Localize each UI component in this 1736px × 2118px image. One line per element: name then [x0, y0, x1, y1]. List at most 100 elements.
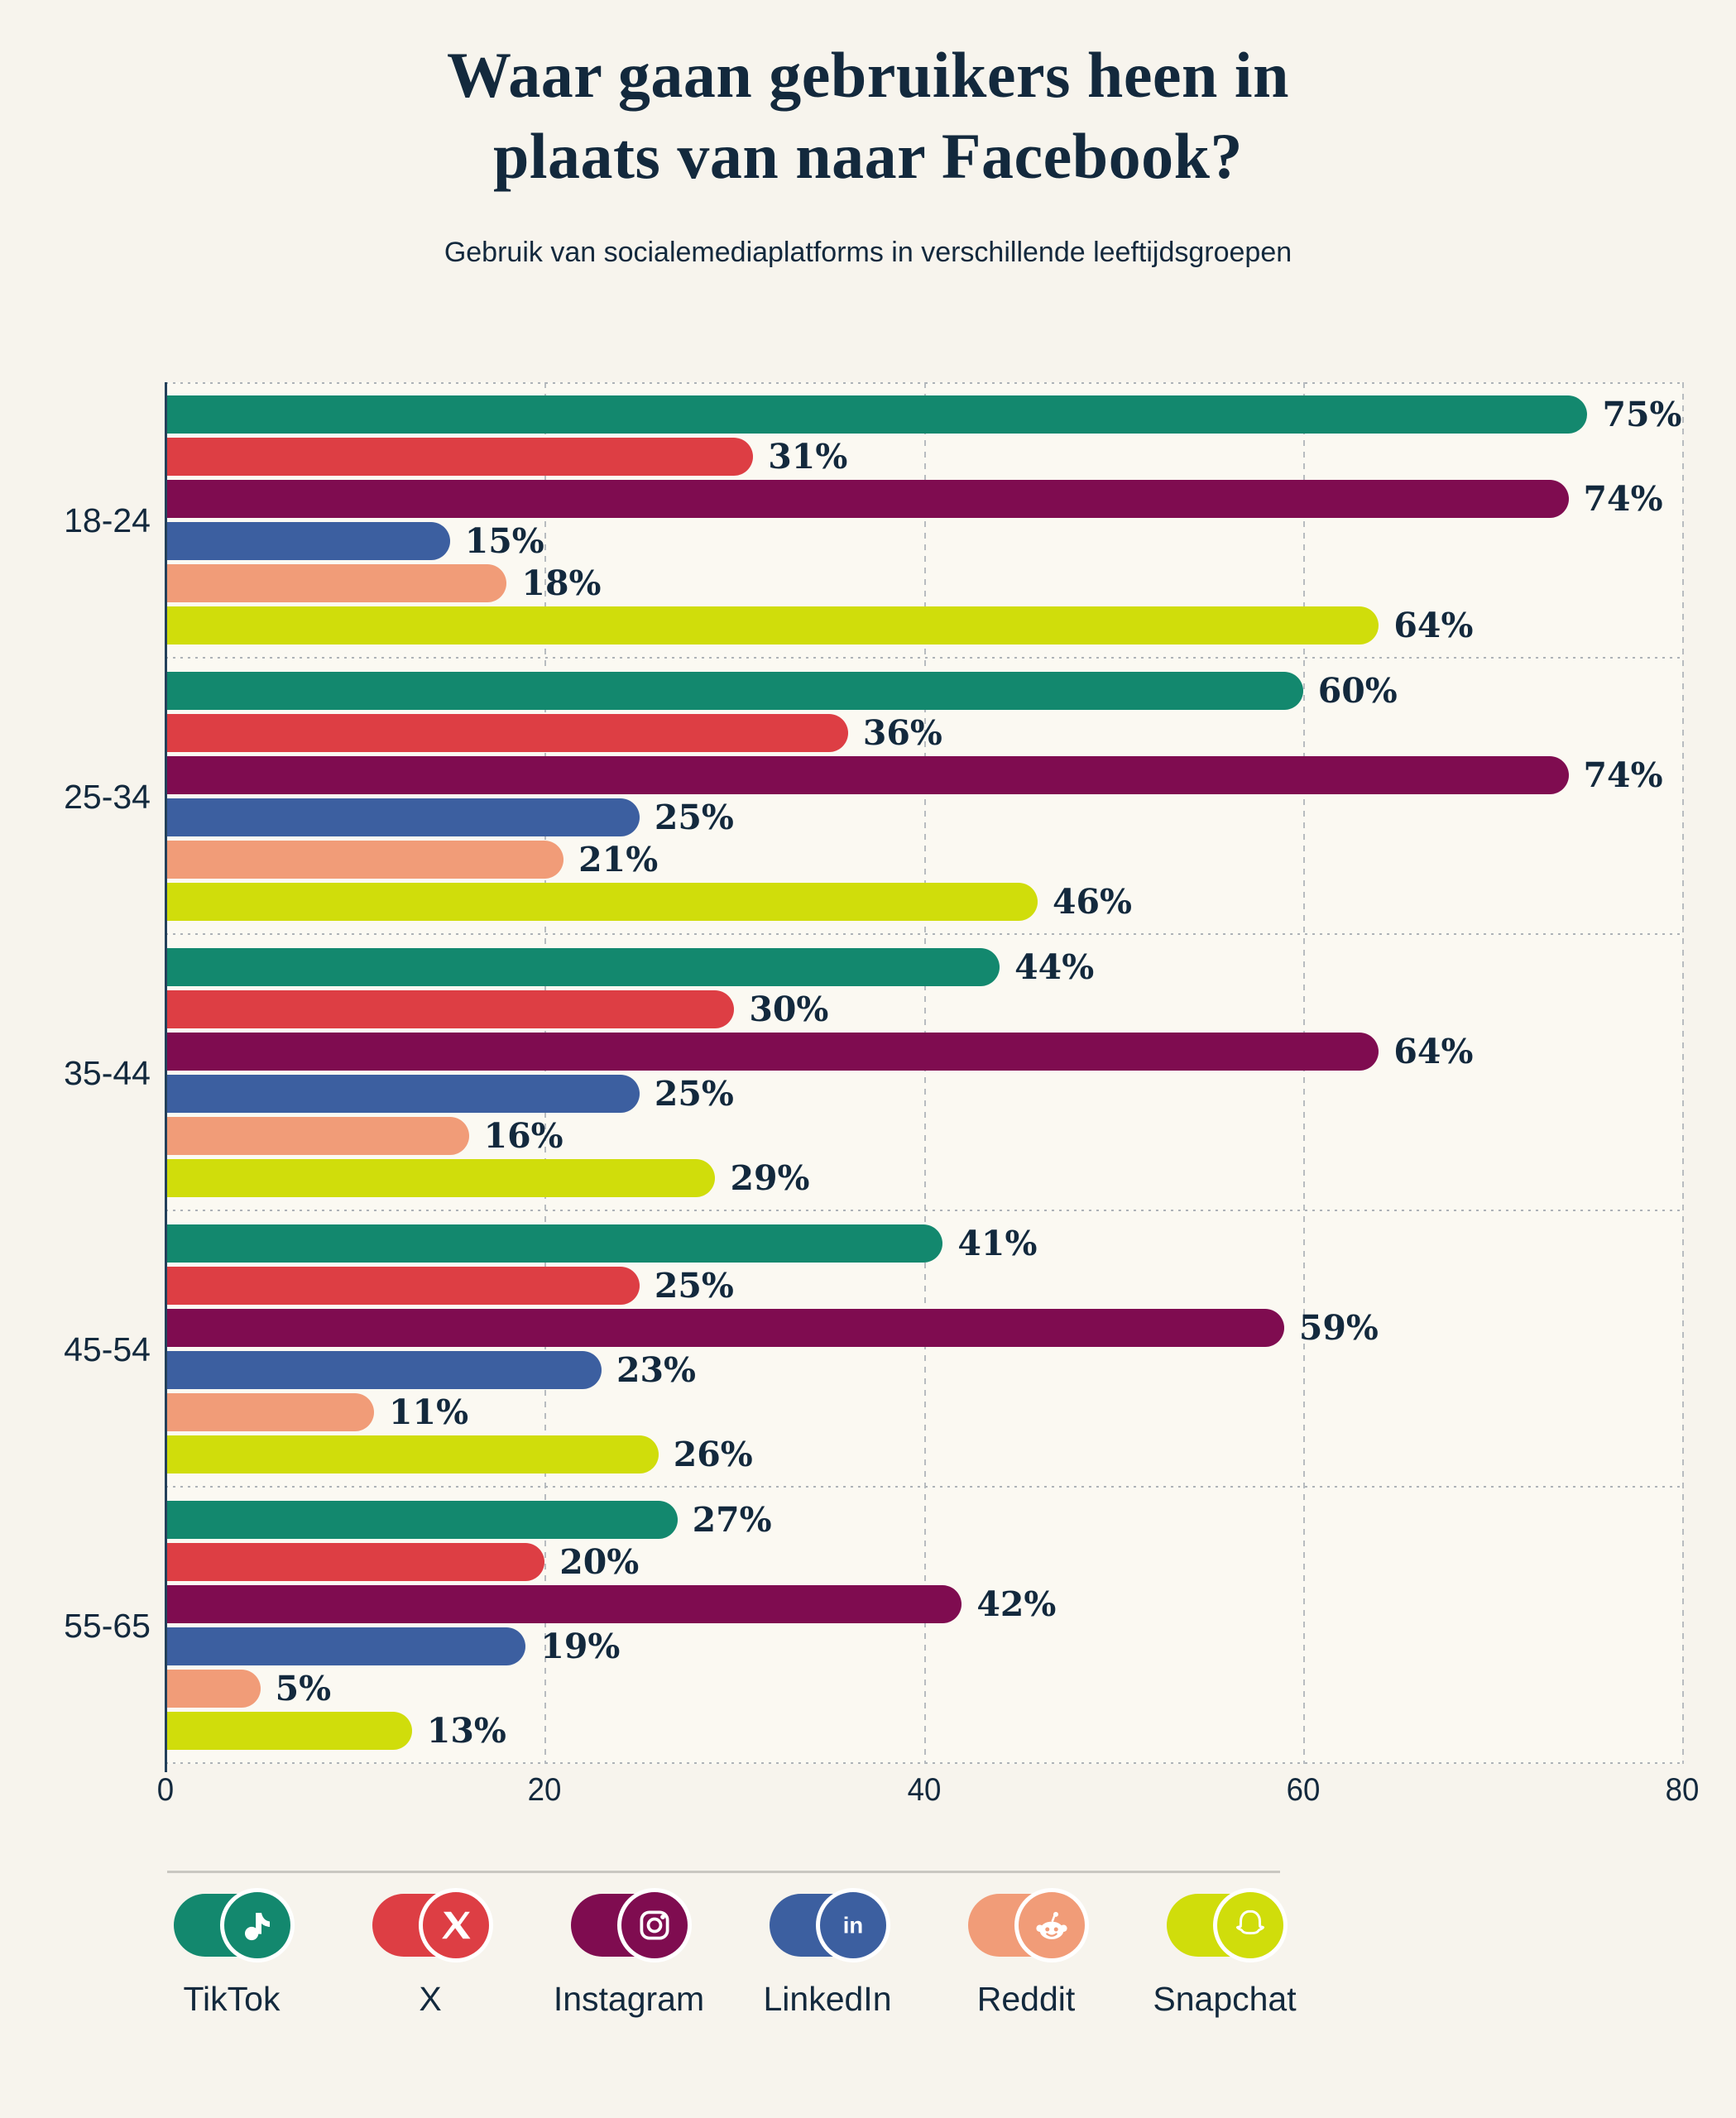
chart-subtitle: Gebruik van socialemediaplatforms in ver… — [444, 237, 1292, 268]
value-label-reddit-25-34: 21% — [578, 840, 659, 879]
bar-row-instagram-35-44: 64% — [165, 1032, 1682, 1071]
bar-row-snapchat-45-54: 26% — [165, 1435, 1682, 1474]
x-axis-tick-0: 0 — [156, 1772, 175, 1808]
age-group-55-65: 27% 20% 42% 19% 5% 13% — [165, 1488, 1682, 1764]
value-label-tiktok-55-65: 27% — [692, 1500, 772, 1540]
legend-item-reddit: Reddit — [927, 1888, 1125, 2019]
title-line-1: Waar gaan gebruikers heen in — [447, 39, 1289, 111]
bar-row-instagram-25-34: 74% — [165, 755, 1682, 795]
value-label-tiktok-45-54: 41% — [957, 1224, 1038, 1263]
snapchat-icon — [1167, 1888, 1288, 1962]
reddit-icon — [968, 1888, 1089, 1962]
y-axis-labels: 18-24 25-34 35-44 45-54 55-65 — [0, 382, 151, 1764]
value-label-reddit-18-24: 18% — [521, 563, 602, 603]
bar-instagram-25-34 — [165, 756, 1569, 794]
age-group-18-24: 75% 31% 74% 15% 18% 64% — [165, 382, 1682, 659]
x-axis-tick-80: 80 — [1665, 1772, 1700, 1808]
chart-legend: TikTok X Instagram in LinkedIn Reddit Snapchat — [132, 1888, 1340, 2019]
legend-item-snapchat: Snapchat — [1125, 1888, 1324, 2019]
value-label-x-35-44: 30% — [749, 990, 829, 1029]
gridline-80 — [1682, 382, 1684, 1764]
y-axis-label-55-65: 55-65 — [64, 1606, 151, 1645]
value-label-tiktok-18-24: 75% — [1602, 395, 1682, 434]
legend-divider — [167, 1871, 1280, 1873]
bar-row-reddit-35-44: 16% — [165, 1116, 1682, 1156]
bar-row-linkedin-55-65: 19% — [165, 1627, 1682, 1666]
value-label-instagram-45-54: 59% — [1298, 1308, 1379, 1348]
x-axis-ticks: 0 20 40 60 80 — [157, 1772, 1700, 1822]
bar-row-linkedin-18-24: 15% — [165, 521, 1682, 561]
value-label-x-45-54: 25% — [654, 1266, 734, 1306]
legend-label-x: X — [419, 1980, 442, 2018]
bar-reddit-18-24 — [165, 564, 507, 602]
bar-instagram-45-54 — [165, 1309, 1284, 1347]
bar-row-instagram-55-65: 42% — [165, 1584, 1682, 1624]
value-label-instagram-35-44: 64% — [1393, 1032, 1474, 1071]
value-label-tiktok-35-44: 44% — [1014, 947, 1095, 987]
age-group-25-34: 60% 36% 74% 25% 21% 46% — [165, 659, 1682, 935]
instagram-icon — [571, 1888, 692, 1962]
bar-x-55-65 — [165, 1543, 545, 1581]
bar-row-reddit-25-34: 21% — [165, 840, 1682, 879]
legend-item-x: X — [331, 1888, 530, 2019]
linkedin-icon: in — [770, 1888, 890, 1962]
tiktok-icon — [174, 1888, 295, 1962]
bar-row-snapchat-35-44: 29% — [165, 1158, 1682, 1198]
bar-row-x-45-54: 25% — [165, 1266, 1682, 1306]
bar-x-25-34 — [165, 714, 848, 752]
bar-instagram-55-65 — [165, 1585, 962, 1623]
bar-reddit-25-34 — [165, 841, 564, 879]
value-label-linkedin-55-65: 19% — [540, 1627, 621, 1666]
bar-tiktok-35-44 — [165, 948, 1000, 986]
y-axis-label-35-44: 35-44 — [64, 1053, 151, 1092]
value-label-snapchat-18-24: 64% — [1393, 606, 1474, 645]
bar-linkedin-45-54 — [165, 1351, 602, 1389]
y-axis-label-25-34: 25-34 — [64, 777, 151, 816]
bar-linkedin-25-34 — [165, 798, 640, 836]
x-axis-tick-40: 40 — [907, 1772, 941, 1808]
value-label-linkedin-45-54: 23% — [616, 1350, 696, 1390]
bar-row-instagram-45-54: 59% — [165, 1308, 1682, 1348]
legend-label-reddit: Reddit — [976, 1980, 1076, 2018]
reddit-icon-badge — [1014, 1888, 1089, 1962]
bar-linkedin-18-24 — [165, 522, 450, 560]
value-label-x-25-34: 36% — [862, 713, 942, 753]
value-label-reddit-35-44: 16% — [483, 1116, 563, 1156]
value-label-linkedin-35-44: 25% — [654, 1074, 734, 1114]
gridline-40 — [923, 382, 926, 1764]
bar-snapchat-18-24 — [165, 606, 1379, 645]
bar-row-linkedin-45-54: 23% — [165, 1350, 1682, 1390]
bar-reddit-45-54 — [165, 1393, 375, 1431]
x-axis-tick-60: 60 — [1286, 1772, 1321, 1808]
value-label-snapchat-45-54: 26% — [673, 1435, 753, 1474]
snapchat-icon-badge — [1213, 1888, 1288, 1962]
bar-reddit-35-44 — [165, 1117, 469, 1155]
bar-row-tiktok-55-65: 27% — [165, 1500, 1682, 1540]
title-line-2: plaats van naar Facebook? — [493, 120, 1243, 193]
gridline-20 — [544, 382, 547, 1764]
bar-snapchat-55-65 — [165, 1712, 412, 1750]
age-group-35-44: 44% 30% 64% 25% 16% 29% — [165, 935, 1682, 1211]
bar-row-tiktok-25-34: 60% — [165, 671, 1682, 711]
bar-row-reddit-18-24: 18% — [165, 563, 1682, 603]
bar-tiktok-25-34 — [165, 672, 1303, 710]
value-label-x-55-65: 20% — [559, 1542, 640, 1582]
bar-tiktok-45-54 — [165, 1224, 943, 1263]
bar-linkedin-35-44 — [165, 1075, 640, 1113]
value-label-linkedin-25-34: 25% — [654, 798, 734, 837]
bar-row-reddit-45-54: 11% — [165, 1392, 1682, 1432]
bar-reddit-55-65 — [165, 1670, 261, 1708]
age-group-45-54: 41% 25% 59% 23% 11% 26% — [165, 1211, 1682, 1488]
bar-row-linkedin-25-34: 25% — [165, 798, 1682, 837]
bar-row-tiktok-35-44: 44% — [165, 947, 1682, 987]
bar-tiktok-18-24 — [165, 395, 1588, 434]
bar-tiktok-55-65 — [165, 1501, 678, 1539]
value-label-reddit-45-54: 11% — [389, 1392, 469, 1432]
y-axis-line — [165, 382, 167, 1772]
bar-row-x-55-65: 20% — [165, 1542, 1682, 1582]
x-icon — [372, 1888, 493, 1962]
value-label-linkedin-18-24: 15% — [464, 521, 544, 561]
bar-x-18-24 — [165, 438, 754, 476]
bar-snapchat-35-44 — [165, 1159, 716, 1197]
bar-row-snapchat-55-65: 13% — [165, 1711, 1682, 1751]
